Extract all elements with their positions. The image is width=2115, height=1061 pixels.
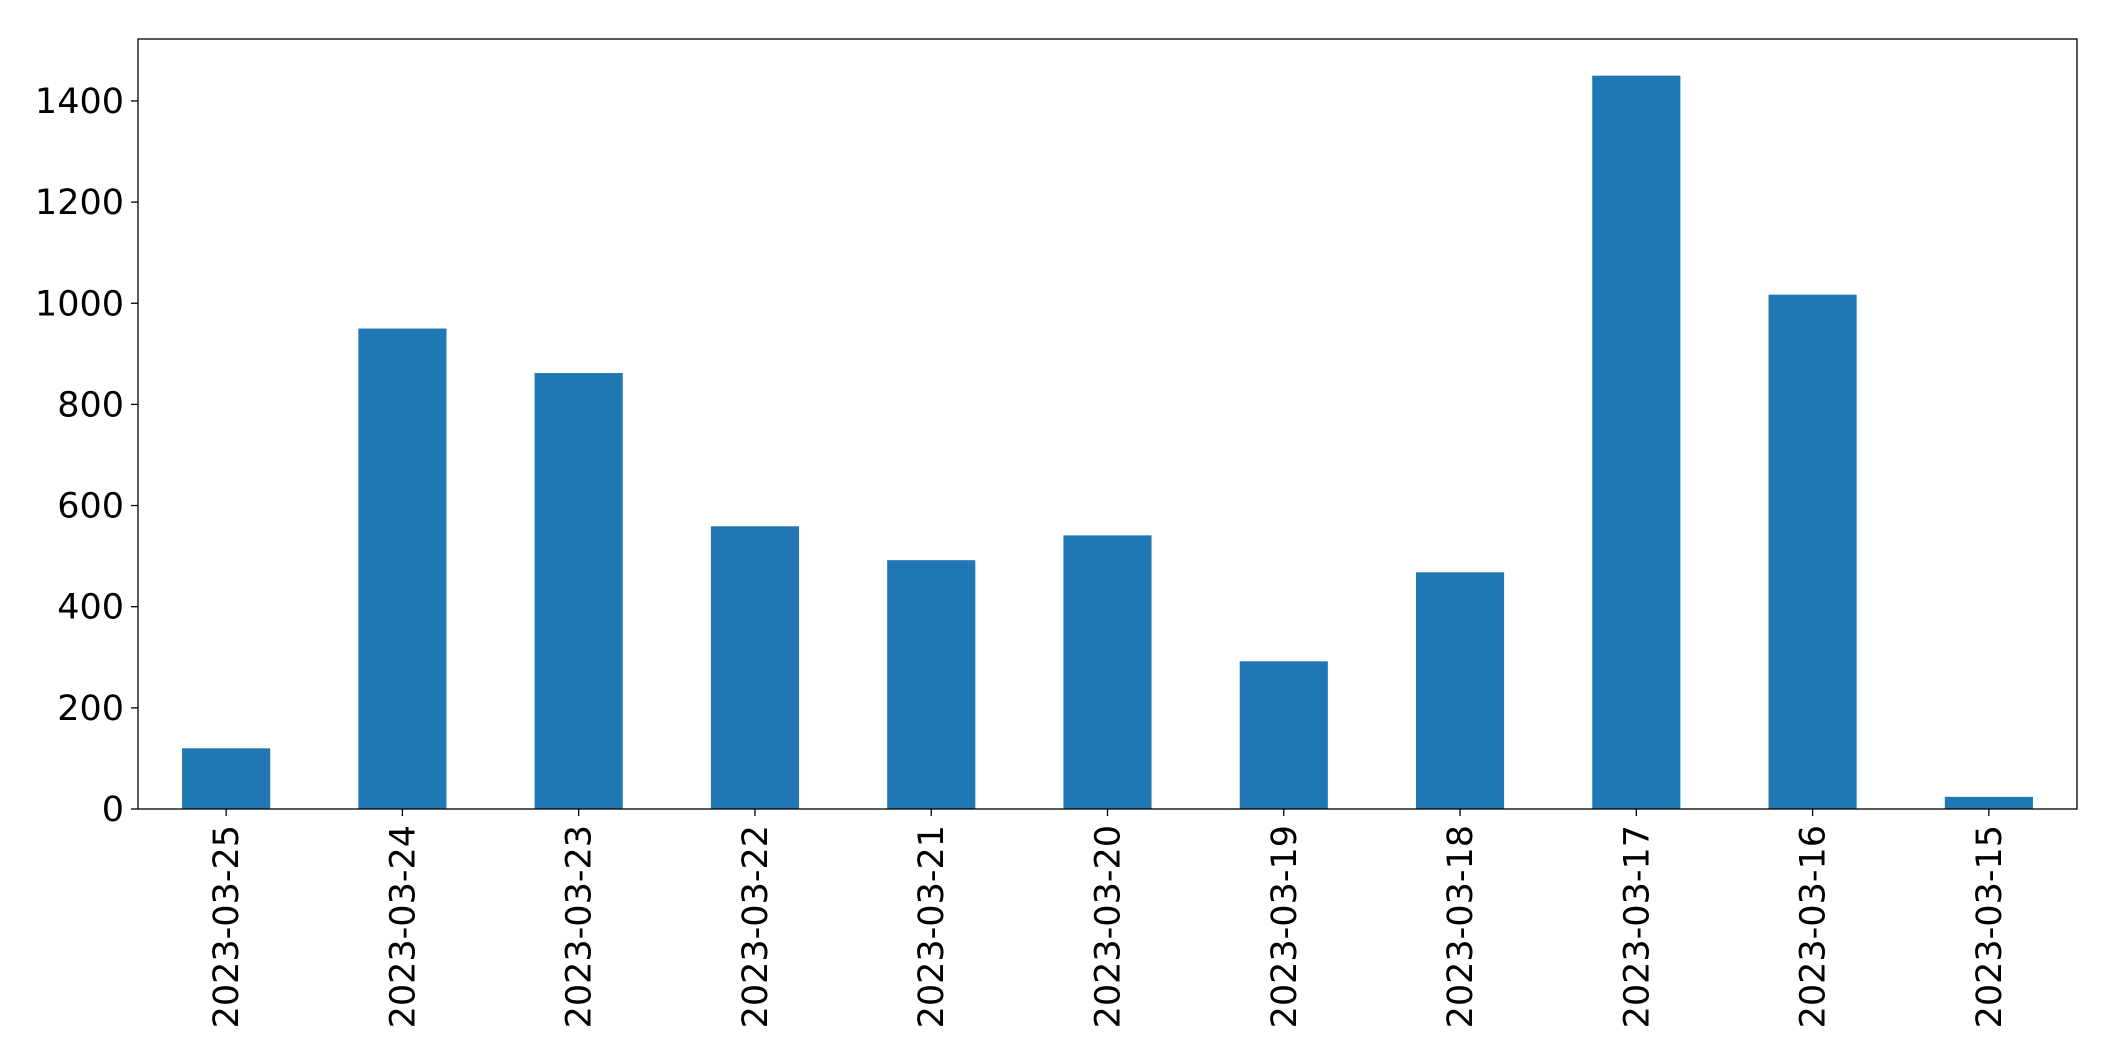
- y-tick-label: 400: [57, 588, 124, 628]
- x-tick-label: 2023-03-19: [1265, 825, 1305, 1028]
- x-tick-label: 2023-03-21: [912, 825, 952, 1028]
- x-tick-label: 2023-03-15: [1970, 825, 2010, 1028]
- x-tick-label: 2023-03-18: [1441, 825, 1481, 1028]
- bar: [534, 373, 623, 809]
- x-tick-label: 2023-03-16: [1794, 825, 1834, 1028]
- bar: [1592, 75, 1681, 809]
- plot-frame: [137, 38, 2078, 810]
- x-tick-label: 2023-03-24: [383, 825, 423, 1028]
- bar: [1239, 661, 1328, 809]
- bar: [710, 526, 800, 809]
- x-tick-label: 2023-03-22: [736, 825, 776, 1028]
- y-tick-label: 1400: [35, 82, 124, 122]
- bar: [1944, 796, 2033, 809]
- y-tick-label: 1000: [35, 284, 124, 324]
- bar: [182, 748, 271, 809]
- y-tick-label: 200: [57, 689, 124, 729]
- x-tick-label: 2023-03-17: [1617, 825, 1657, 1028]
- x-tick-label: 2023-03-23: [560, 825, 600, 1028]
- x-tick-label: 2023-03-20: [1089, 825, 1129, 1028]
- y-tick-label: 800: [57, 385, 124, 425]
- y-tick-label: 600: [57, 487, 124, 527]
- y-tick-label: 1200: [35, 183, 124, 223]
- bar: [358, 328, 447, 809]
- bar: [887, 560, 976, 809]
- y-tick-label: 0: [102, 790, 124, 830]
- bar: [1063, 535, 1152, 809]
- bar: [1768, 294, 1857, 810]
- x-tick-label: 2023-03-25: [207, 825, 247, 1028]
- bar: [1415, 572, 1505, 809]
